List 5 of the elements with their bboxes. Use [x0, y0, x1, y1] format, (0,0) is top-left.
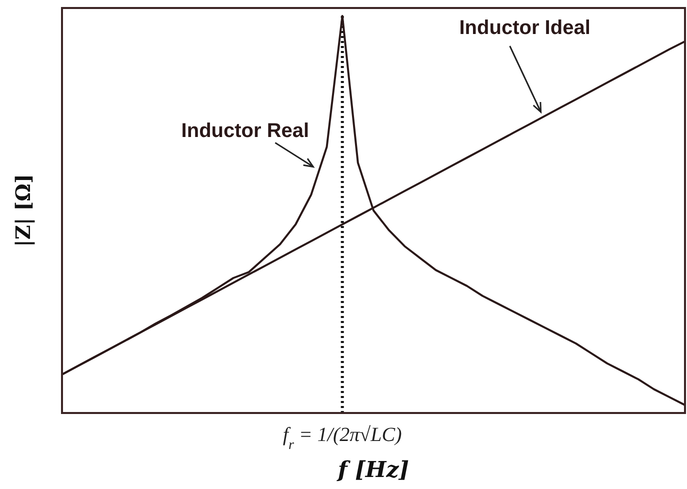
y-axis-title: |Z| [Ω]: [11, 174, 35, 247]
x-axis-title: f [Hz]: [336, 457, 410, 483]
series-label: Inductor Real: [181, 120, 310, 142]
text: Inductor Ideal: [459, 17, 590, 39]
text: f$_{r}$ = 1/(2π√LC): [282, 424, 402, 452]
